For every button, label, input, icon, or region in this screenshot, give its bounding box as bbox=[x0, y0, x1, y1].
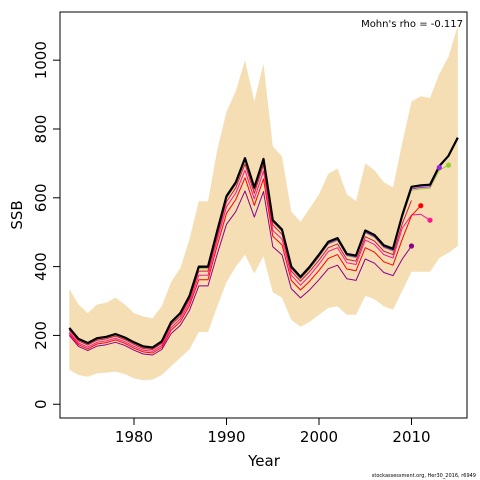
endpoint-marker-peel_a bbox=[445, 162, 452, 168]
y-tick-label: 200 bbox=[32, 321, 50, 350]
x-tick-label: 2010 bbox=[392, 428, 430, 446]
series-line-peel_f bbox=[68, 163, 412, 350]
y-tick-label: 400 bbox=[32, 252, 50, 281]
endpoint-marker-peel_e bbox=[408, 243, 415, 249]
footer-credit: stockassessment.org, Her30_2016, r6949 bbox=[372, 473, 476, 479]
endpoint-marker-peel_b bbox=[436, 164, 442, 171]
series-layer bbox=[68, 137, 459, 356]
x-axis: 1980 1990 2000 2010 bbox=[115, 418, 431, 446]
y-tick-label: 0 bbox=[32, 399, 50, 409]
endpoint-marker-peel_c bbox=[427, 217, 433, 223]
plot-frame bbox=[59, 11, 468, 419]
endpoint-marker-peel_d bbox=[418, 203, 424, 209]
series-line-peel_e bbox=[68, 190, 412, 356]
x-axis-title: Year bbox=[247, 452, 281, 470]
endpoint-layer bbox=[408, 162, 452, 249]
y-axis: 0 200 400 600 800 1000 bbox=[32, 41, 60, 409]
y-tick-label: 1000 bbox=[32, 41, 50, 79]
y-tick-label: 600 bbox=[32, 183, 50, 212]
x-tick-label: 2000 bbox=[300, 428, 338, 446]
mohns-rho-annotation: Mohn's rho = -0.117 bbox=[361, 19, 463, 30]
y-tick-label: 800 bbox=[32, 115, 50, 144]
y-axis-title: SSB bbox=[8, 200, 26, 229]
x-tick-label: 1980 bbox=[115, 428, 153, 446]
series-line-peel_c bbox=[68, 169, 431, 352]
confidence-band-layer bbox=[69, 25, 458, 381]
series-line-latest bbox=[68, 137, 459, 349]
x-tick-label: 1990 bbox=[207, 428, 245, 446]
series-line-peel_d bbox=[68, 177, 422, 354]
confidence-band bbox=[69, 25, 458, 381]
